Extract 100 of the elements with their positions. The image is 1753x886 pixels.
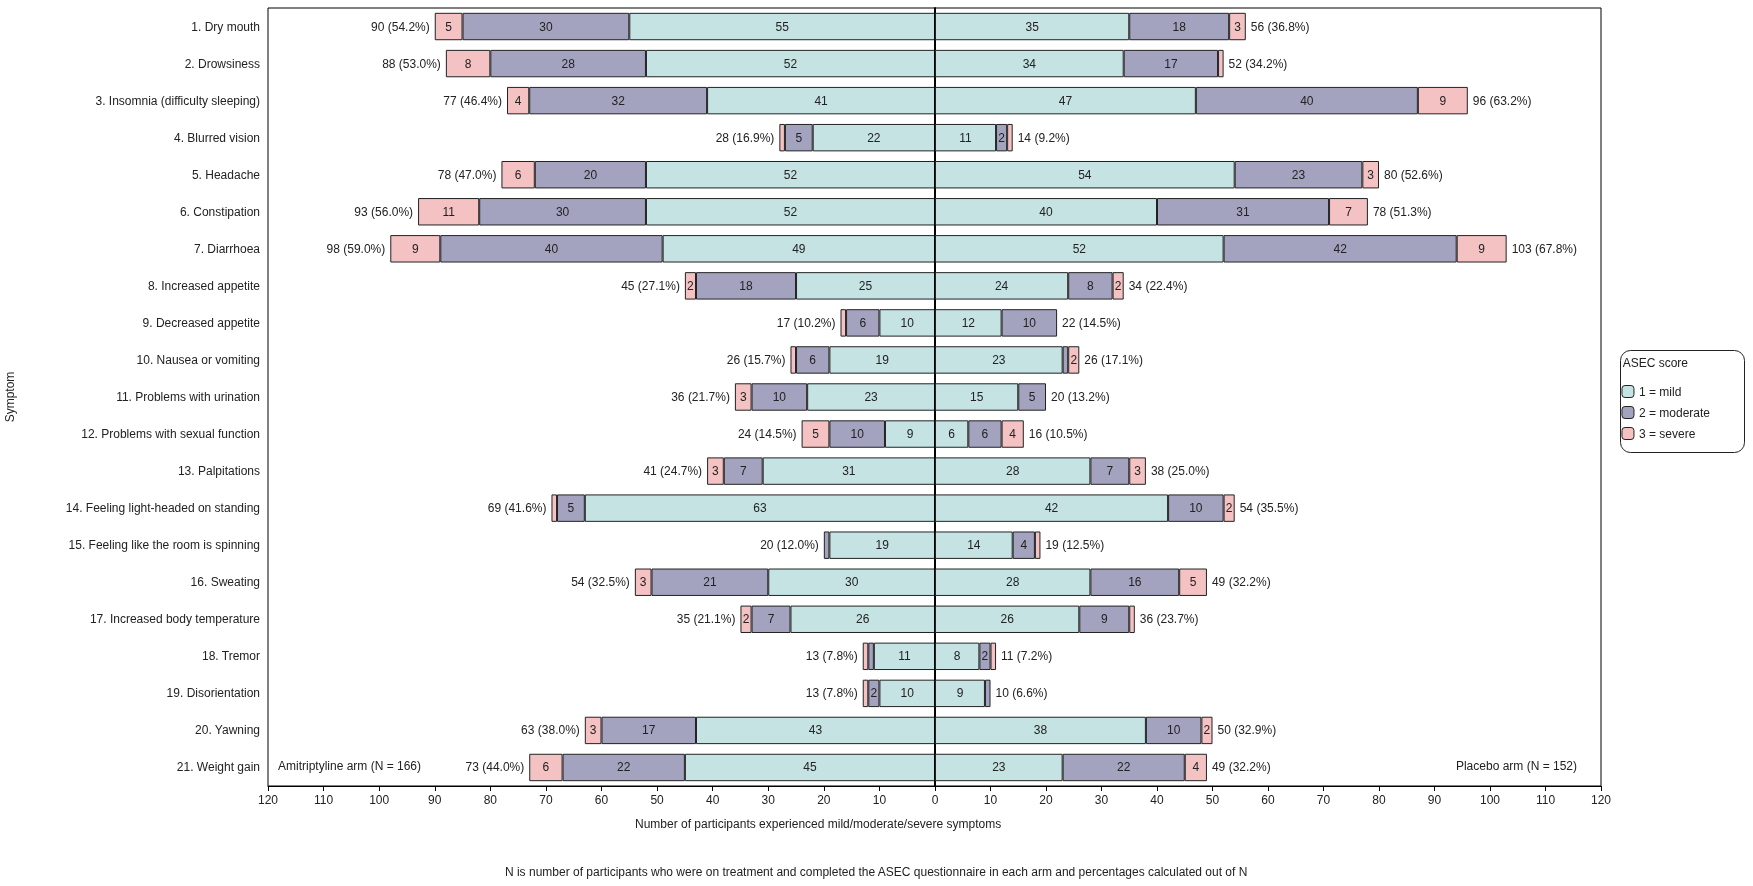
total-label: 45 (27.1%) [621,278,680,293]
data-label: 6 [514,167,522,182]
total-label: 90 (54.2%) [371,19,430,34]
total-label: 22 (14.5%) [1062,315,1121,330]
legend-label: 1 = mild [1638,384,1682,399]
data-label: 41 [814,93,829,108]
total-label: 34 (22.4%) [1128,278,1188,293]
annotation: Amitriptyline arm (N = 166) [278,759,422,773]
data-label: 55 [775,19,790,34]
data-label: 10 [1189,501,1203,516]
data-label: 45 [803,760,817,775]
y-tick-label: 5. Headache [191,167,261,182]
total-label: 50 (32.9%) [1217,723,1277,738]
y-tick-label: 19. Disorientation [166,686,260,701]
total-label: 56 (36.8%) [1250,19,1310,34]
total-label: 19 (12.5%) [1045,538,1105,553]
total-label: 26 (15.7%) [726,352,786,367]
data-label: 10 [1022,315,1037,330]
data-label: 28 [1006,575,1020,590]
data-label: 9 [1100,612,1108,627]
total-label: 14 (9.2%) [1017,130,1070,145]
data-label: 14 [967,538,981,553]
data-label: 22 [1117,760,1131,775]
data-label: 52 [783,167,798,182]
data-label: 17 [1164,56,1178,71]
data-label: 7 [1106,464,1114,479]
data-label: 7 [1345,204,1353,219]
data-label: 34 [1022,56,1037,71]
data-label: 4 [1020,538,1028,553]
data-label: 52 [783,204,798,219]
data-label: 52 [1072,241,1087,256]
data-label: 38 [1033,723,1048,738]
x-tick-label: 0 [931,793,939,807]
y-tick-label: 11. Problems with urination [116,390,260,404]
x-tick-label: 110 [314,793,334,807]
x-tick-label: 30 [1094,793,1109,807]
data-label: 5 [812,427,820,442]
total-label: 26 (17.1%) [1084,352,1143,367]
data-label: 5 [1189,575,1197,590]
data-label: 16 [1128,575,1142,590]
y-tick-label: 12. Problems with sexual function [81,427,260,442]
data-label: 10 [900,315,915,330]
data-label: 9 [1439,93,1447,108]
x-tick-label: 50 [650,793,665,807]
data-label: 30 [539,19,553,34]
data-label: 7 [739,464,747,479]
x-tick-label: 90 [428,793,442,807]
data-label: 2 [687,278,695,293]
data-label: 9 [411,241,419,256]
data-label: 52 [783,56,798,71]
data-label: 4 [1009,427,1017,442]
total-label: 80 (52.6%) [1384,167,1443,182]
data-label: 32 [611,93,626,108]
data-label: 2 [998,130,1006,145]
y-tick-label: 3. Insomnia (difficulty sleeping) [95,93,260,108]
data-label: 23 [992,352,1006,367]
data-label: 23 [992,760,1006,775]
data-label: 54 [1078,167,1092,182]
data-label: 7 [767,612,775,627]
data-label: 40 [1039,204,1053,219]
x-tick-label: 60 [594,793,609,807]
x-tick-label: 30 [761,793,776,807]
y-tick-label: 7. Diarrhoea [193,241,261,256]
x-tick-label: 70 [1316,793,1331,807]
total-label: 16 (10.5%) [1028,427,1088,442]
data-label: 3 [739,390,747,404]
total-label: 63 (38.0%) [521,723,580,738]
data-label: 21 [703,575,717,590]
data-label: 30 [555,204,570,219]
x-tick-label: 40 [1150,793,1164,807]
data-label: 8 [464,56,472,71]
data-label: 6 [981,427,989,442]
total-label: 73 (44.0%) [465,760,525,775]
data-label: 11 [898,649,911,664]
y-axis-title: Symptom [3,371,17,423]
y-tick-label: 13. Palpitations [177,464,260,479]
data-label: 11 [959,130,973,145]
data-label: 40 [1300,93,1314,108]
data-label: 3 [1367,167,1375,182]
y-tick-label: 10. Nausea or vomiting [136,352,260,367]
total-label: 20 (12.0%) [760,538,819,553]
data-label: 9 [906,427,914,442]
x-tick-label: 80 [483,793,498,807]
data-label: 5 [795,130,803,145]
y-tick-label: 20. Yawning [195,723,260,738]
total-label: 17 (10.2%) [776,315,836,330]
total-label: 77 (46.4%) [443,93,503,108]
data-label: 2 [1225,501,1233,516]
y-tick-label: 9. Decreased appetite [142,315,261,330]
data-label: 5 [1028,390,1036,404]
data-label: 19 [875,538,890,553]
total-label: 13 (7.8%) [805,686,858,701]
data-label: 47 [1058,93,1073,108]
x-tick-label: 60 [1261,793,1275,807]
legend-label: 3 = severe [1638,426,1696,441]
y-tick-label: 21. Weight gain [176,760,260,775]
data-label: 6 [948,427,956,442]
data-label: 15 [969,390,984,404]
data-label: 26 [1000,612,1015,627]
y-tick-label: 15. Feeling like the room is spinning [68,538,260,553]
